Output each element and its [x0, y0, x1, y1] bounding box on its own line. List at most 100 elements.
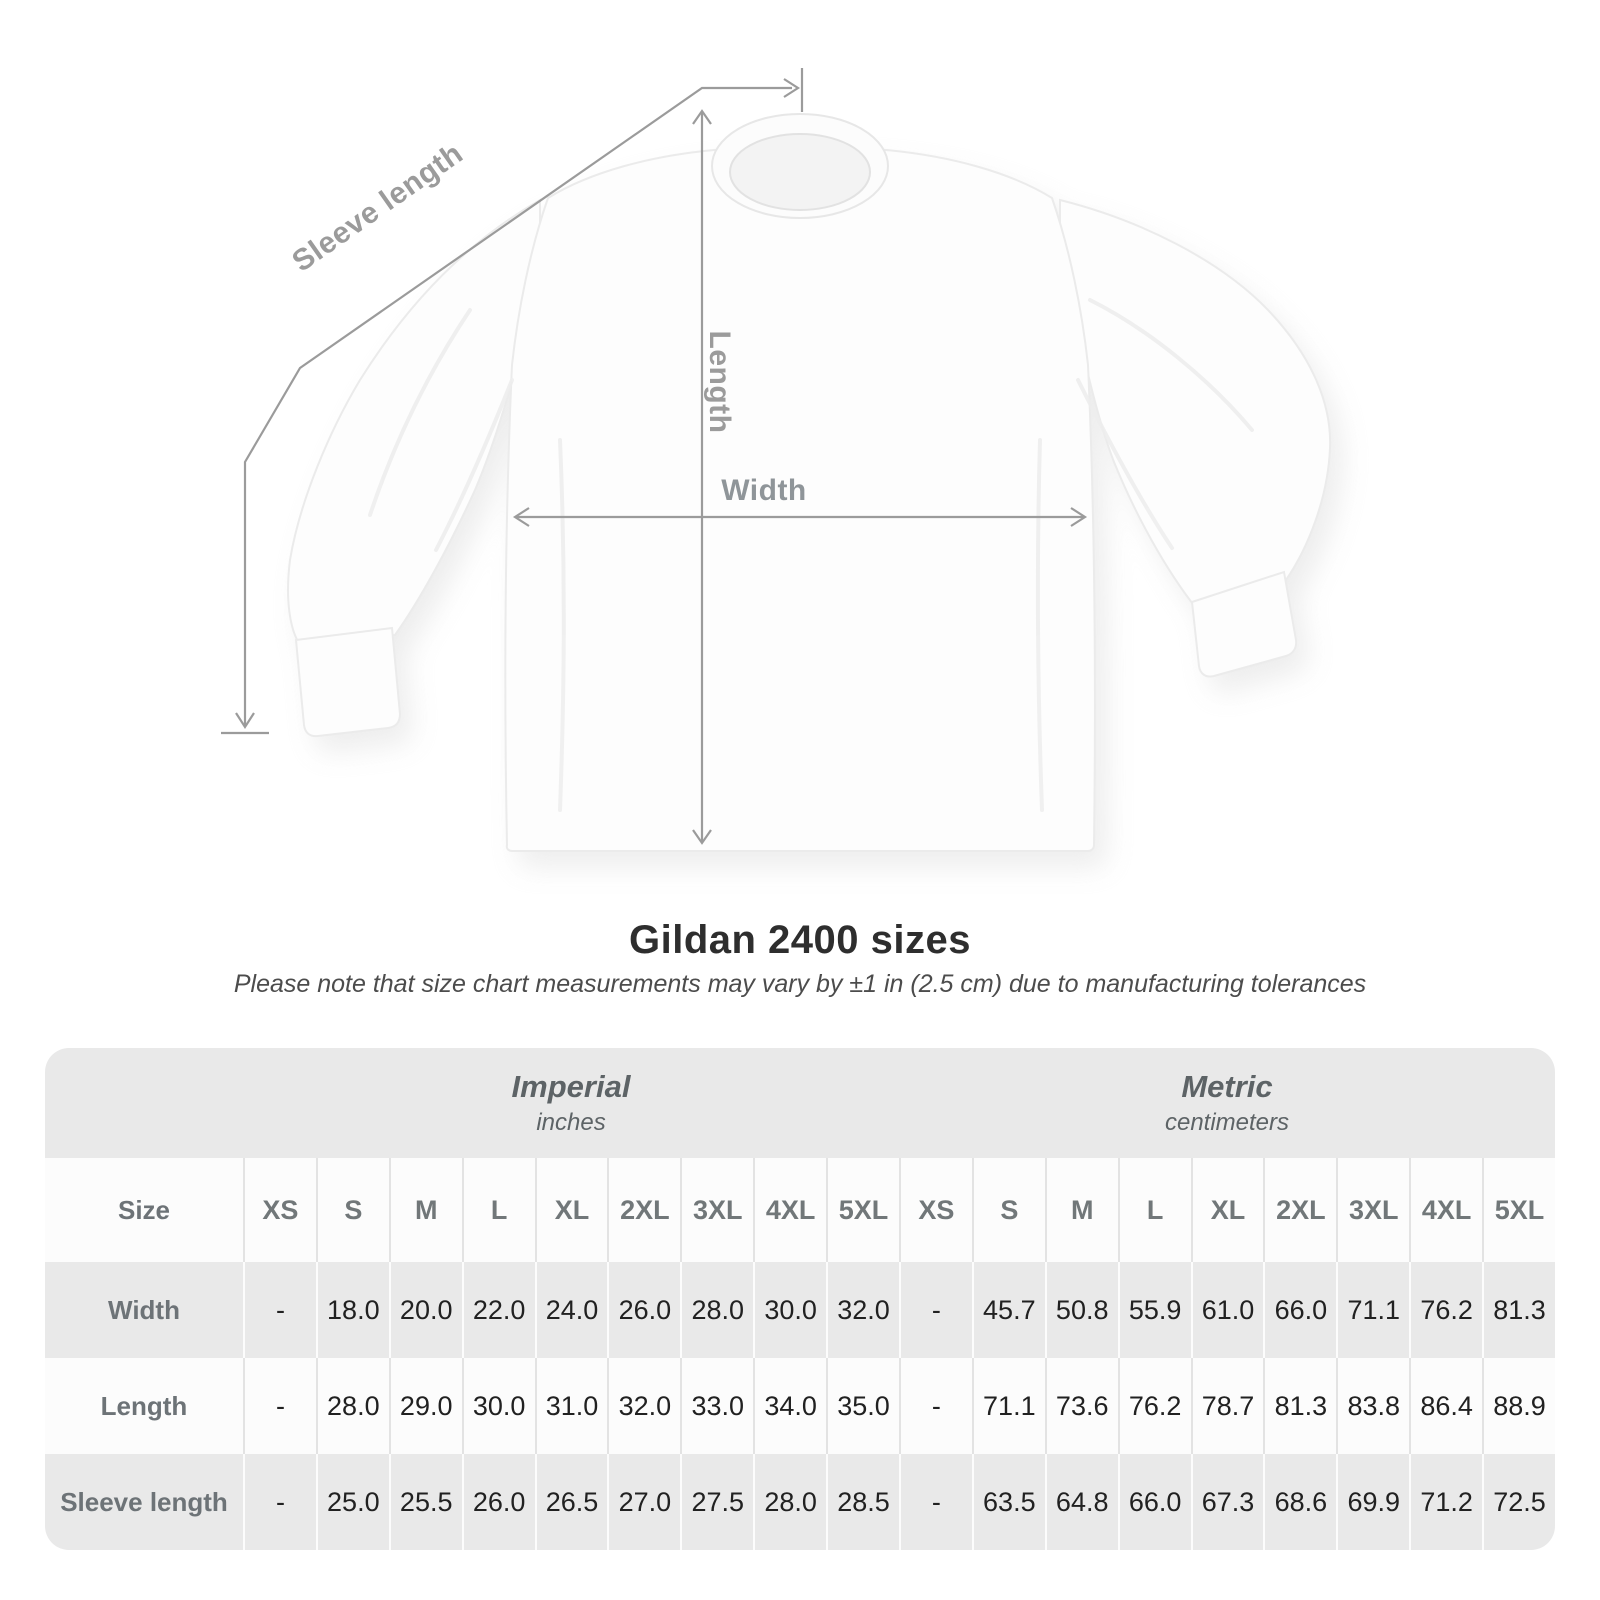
- table-cell: 24.0: [534, 1262, 608, 1358]
- table-row-width: Width - 18.0 20.0 22.0 24.0 26.0 28.0 30…: [45, 1262, 1555, 1358]
- table-cell: 26.0: [461, 1454, 535, 1550]
- table-cell: 86.4: [1409, 1358, 1482, 1454]
- shirt-measurement-diagram: Sleeve length Length Width: [221, 68, 1343, 867]
- imperial-unit: inches: [536, 1109, 606, 1136]
- table-cell: 73.6: [1044, 1358, 1118, 1454]
- size-col-header: 3XL: [680, 1158, 753, 1262]
- table-cell: 68.6: [1263, 1454, 1336, 1550]
- table-cell: 35.0: [826, 1358, 899, 1454]
- table-cell: 27.0: [607, 1454, 680, 1550]
- table-row-sleeve-length: Sleeve length - 25.0 25.5 26.0 26.5 27.0…: [45, 1454, 1555, 1550]
- table-cell: 18.0: [315, 1262, 389, 1358]
- table-cell: -: [243, 1262, 316, 1358]
- table-cell: 63.5: [971, 1454, 1045, 1550]
- table-cell: 28.0: [315, 1358, 389, 1454]
- size-row-header: Size: [117, 1194, 171, 1225]
- width-label: Width: [721, 474, 807, 507]
- table-cell: 88.9: [1482, 1358, 1555, 1454]
- table-row-length: Length - 28.0 29.0 30.0 31.0 32.0 33.0 3…: [45, 1358, 1555, 1454]
- table-cell: -: [243, 1454, 316, 1550]
- table-cell: 22.0: [461, 1262, 535, 1358]
- table-cell: 30.0: [753, 1262, 826, 1358]
- table-cell: 64.8: [1044, 1454, 1118, 1550]
- table-cell: 26.0: [607, 1262, 680, 1358]
- metric-unit: centimeters: [1164, 1109, 1290, 1136]
- size-col-header: M: [388, 1158, 462, 1262]
- table-cell: 29.0: [388, 1358, 462, 1454]
- table-cell: 28.5: [826, 1454, 899, 1550]
- table-cell: 50.8: [1044, 1262, 1118, 1358]
- size-col-header: 2XL: [1263, 1158, 1336, 1262]
- table-cell: 55.9: [1117, 1262, 1191, 1358]
- size-col-header: L: [461, 1158, 535, 1262]
- table-cell: 25.0: [315, 1454, 389, 1550]
- metric-unit-group: Metric centimeters: [899, 1048, 1555, 1158]
- table-cell: 20.0: [388, 1262, 462, 1358]
- table-cell: -: [898, 1358, 972, 1454]
- size-col-header: 5XL: [1482, 1158, 1555, 1262]
- shirt-body: [287, 144, 1332, 852]
- page-title: Gildan 2400 sizes: [628, 918, 971, 962]
- unit-header-band: Imperial inches Metric centimeters: [45, 1048, 1555, 1158]
- table-cell: 83.8: [1336, 1358, 1409, 1454]
- table-cell: 81.3: [1263, 1358, 1336, 1454]
- row-label: Sleeve length: [60, 1486, 228, 1517]
- table-cell: 45.7: [971, 1262, 1045, 1358]
- size-col-header: S: [315, 1158, 389, 1262]
- size-col-header: XL: [1190, 1158, 1264, 1262]
- shirt-fold-lines: [368, 298, 1254, 812]
- table-cell: -: [898, 1262, 972, 1358]
- table-cell: 30.0: [461, 1358, 535, 1454]
- table-cell: 71.1: [971, 1358, 1045, 1454]
- table-cell: 78.7: [1190, 1358, 1264, 1454]
- table-cell: 76.2: [1409, 1262, 1482, 1358]
- table-cell: 76.2: [1117, 1358, 1191, 1454]
- table-cell: 33.0: [680, 1358, 753, 1454]
- table-cell: 25.5: [388, 1454, 462, 1550]
- size-col-header: XS: [898, 1158, 972, 1262]
- size-col-header: 4XL: [1409, 1158, 1482, 1262]
- size-col-header: S: [971, 1158, 1045, 1262]
- imperial-label: Imperial: [511, 1069, 631, 1104]
- shirt-collar: [711, 113, 889, 219]
- size-col-header: 5XL: [826, 1158, 899, 1262]
- page-subtitle: Please note that size chart measurements…: [233, 970, 1367, 998]
- table-cell: 66.0: [1263, 1262, 1336, 1358]
- table-cell: 27.5: [680, 1454, 753, 1550]
- table-cell: 72.5: [1482, 1454, 1555, 1550]
- table-cell: 66.0: [1117, 1454, 1191, 1550]
- sleeve-length-arrow: [221, 68, 804, 735]
- size-col-header: XL: [534, 1158, 608, 1262]
- shirt-illustration-svg: [221, 68, 1343, 867]
- size-col-header: L: [1117, 1158, 1191, 1262]
- size-table: Imperial inches Metric centimeters Size …: [45, 1048, 1555, 1550]
- size-col-header: 2XL: [607, 1158, 680, 1262]
- table-cell: 28.0: [680, 1262, 753, 1358]
- table-cell: 71.2: [1409, 1454, 1482, 1550]
- table-cell: 28.0: [753, 1454, 826, 1550]
- table-cell: 26.5: [534, 1454, 608, 1550]
- metric-label: Metric: [1181, 1069, 1273, 1104]
- table-cell: -: [898, 1454, 972, 1550]
- size-header-row: Size XS S M L XL 2XL 3XL 4XL 5XL XS S M …: [45, 1158, 1555, 1262]
- table-cell: -: [243, 1358, 316, 1454]
- table-cell: 61.0: [1190, 1262, 1264, 1358]
- width-arrow: [512, 507, 1088, 527]
- table-cell: 31.0: [534, 1358, 608, 1454]
- table-cell: 32.0: [826, 1262, 899, 1358]
- imperial-unit-group: Imperial inches: [243, 1048, 899, 1158]
- length-arrow: [692, 109, 712, 845]
- size-col-header: 4XL: [753, 1158, 826, 1262]
- size-col-header: 3XL: [1336, 1158, 1409, 1262]
- measurement-arrows: [221, 68, 1088, 845]
- table-cell: 69.9: [1336, 1454, 1409, 1550]
- row-label: Width: [108, 1294, 180, 1325]
- table-cell: 81.3: [1482, 1262, 1555, 1358]
- length-label: Length: [703, 330, 736, 434]
- table-cell: 67.3: [1190, 1454, 1264, 1550]
- row-label: Length: [100, 1390, 188, 1421]
- size-col-header: XS: [243, 1158, 316, 1262]
- table-cell: 34.0: [753, 1358, 826, 1454]
- size-col-header: M: [1044, 1158, 1118, 1262]
- table-cell: 71.1: [1336, 1262, 1409, 1358]
